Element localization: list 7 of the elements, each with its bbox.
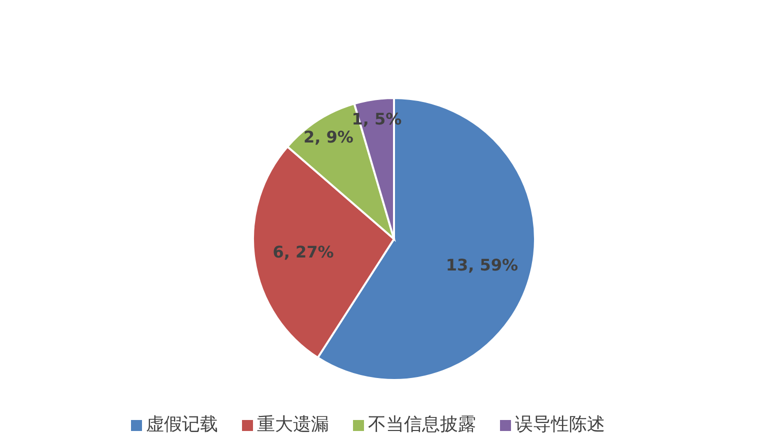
data-label: 2, 9%: [303, 127, 354, 146]
legend-label: 误导性陈述: [515, 414, 605, 435]
data-label: 13, 59%: [446, 255, 518, 274]
legend-label: 重大遗漏: [257, 414, 329, 435]
legend-label: 不当信息披露: [368, 414, 476, 435]
data-label: 6, 27%: [272, 242, 334, 262]
legend-label: 虚假记载: [146, 414, 218, 435]
